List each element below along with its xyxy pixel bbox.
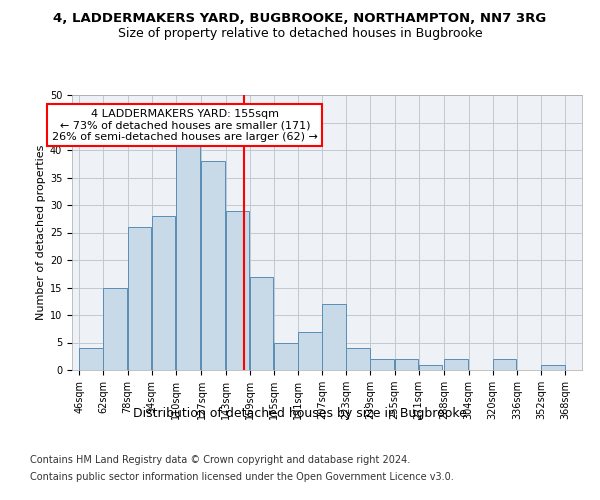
Bar: [541, 364, 565, 370]
Bar: [202, 161, 225, 370]
Bar: [298, 332, 322, 370]
Text: Size of property relative to detached houses in Bugbrooke: Size of property relative to detached ho…: [118, 28, 482, 40]
Text: 4, LADDERMAKERS YARD, BUGBROOKE, NORTHAMPTON, NN7 3RG: 4, LADDERMAKERS YARD, BUGBROOKE, NORTHAM…: [53, 12, 547, 26]
Bar: [152, 216, 175, 370]
Bar: [445, 359, 468, 370]
Bar: [370, 359, 394, 370]
Text: Contains public sector information licensed under the Open Government Licence v3: Contains public sector information licen…: [30, 472, 454, 482]
Text: Contains HM Land Registry data © Crown copyright and database right 2024.: Contains HM Land Registry data © Crown c…: [30, 455, 410, 465]
Bar: [176, 139, 199, 370]
Bar: [346, 348, 370, 370]
Bar: [128, 227, 151, 370]
Bar: [419, 364, 442, 370]
Bar: [226, 210, 249, 370]
Bar: [493, 359, 517, 370]
Bar: [274, 342, 298, 370]
Y-axis label: Number of detached properties: Number of detached properties: [35, 145, 46, 320]
Bar: [79, 348, 103, 370]
Bar: [322, 304, 346, 370]
Bar: [250, 276, 274, 370]
Bar: [103, 288, 127, 370]
Text: 4 LADDERMAKERS YARD: 155sqm
← 73% of detached houses are smaller (171)
26% of se: 4 LADDERMAKERS YARD: 155sqm ← 73% of det…: [52, 109, 318, 142]
Bar: [395, 359, 418, 370]
Text: Distribution of detached houses by size in Bugbrooke: Distribution of detached houses by size …: [133, 408, 467, 420]
